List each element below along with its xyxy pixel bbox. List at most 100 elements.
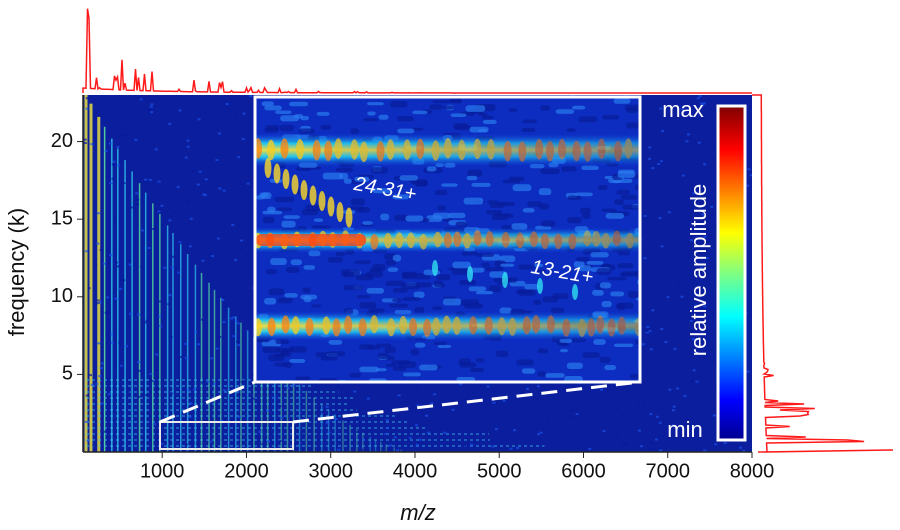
heat-speckle [681,125,685,128]
inset-speckle [378,114,389,120]
heat-speckle [415,443,419,446]
heat-speckle [147,109,151,112]
inset-speckle [500,263,515,267]
inset-speckle [283,215,300,219]
inset-speckle [522,208,535,213]
heat-speckle [446,382,450,385]
heat-speckle [136,203,140,206]
heat-speckle [112,160,116,163]
inset-speckle [541,220,556,227]
heat-speckle [273,396,277,399]
inset-speckle [355,273,374,281]
heat-speckle [104,311,108,314]
inset-speckle [610,291,625,297]
inset-blob [312,140,321,161]
inset-speckle [432,306,443,310]
heat-speckle [137,395,141,398]
inset-speckle [419,364,438,371]
heat-speckle [746,370,750,373]
inset-blob [403,139,412,160]
inset-speckle [456,376,476,382]
heat-speckle [160,442,164,445]
heat-speckle [196,183,200,186]
heat-speckle [102,262,106,265]
inset-speckle [524,283,539,290]
heat-speckle [96,242,100,245]
inset-speckle [578,265,592,272]
heat-speckle [95,382,99,385]
heat-speckle [184,156,188,159]
heat-speckle [746,184,750,187]
heat-speckle [160,204,164,207]
heat-speckle [302,433,306,436]
inset-speckle [390,100,408,108]
heat-speckle [270,433,274,436]
heat-speckle [197,343,201,346]
heat-speckle [168,294,172,297]
heat-speckle [120,235,124,238]
inset-speckle [335,252,346,257]
inset-speckle [434,189,448,196]
heat-speckle [310,400,314,403]
inset-blob [546,315,555,334]
inset-blob [324,140,333,162]
inset-speckle [604,364,617,371]
heat-speckle [685,140,689,143]
inset-blob [587,318,596,337]
inset-speckle [617,263,634,269]
heat-speckle [701,103,705,106]
inset-blob [267,139,276,161]
inset-hot [256,234,366,246]
inset-blob [502,272,508,288]
inset-speckle [389,303,409,308]
x-tick-label: 4000 [393,460,438,482]
inset-speckle [426,166,437,172]
heat-speckle [90,143,94,146]
inset-blob [322,316,331,335]
heat-speckle [666,422,670,425]
inset-speckle [377,352,389,360]
heat-speckle [178,109,182,112]
heat-speckle [658,216,662,219]
inset-speckle [433,280,443,288]
heat-speckle [134,138,138,141]
heat-speckle [109,182,113,185]
heat-speckle [136,198,140,201]
inset-speckle [343,178,352,184]
heat-speckle [130,206,134,209]
heat-speckle [121,279,125,282]
inset-speckle [372,188,392,194]
heat-speckle [99,248,103,251]
heat-speckle [133,312,137,315]
inset-speckle [298,128,315,134]
heat-speckle [96,302,100,305]
heat-speckle [347,388,351,391]
heat-speckle [691,338,695,341]
inset-speckle [545,373,565,378]
heat-speckle [98,375,102,378]
inset-speckle [601,208,617,212]
heat-speckle [710,214,714,217]
heat-speckle [244,254,248,257]
heat-speckle [145,394,149,397]
x-tick-label: 2000 [224,460,269,482]
heat-speckle [321,410,325,413]
inset-speckle [401,282,420,290]
inset-blob [318,191,326,211]
inset-speckle [533,263,544,267]
heat-speckle [204,266,208,269]
heat-speckle [652,221,656,224]
heat-speckle [237,224,241,227]
heat-speckle [494,428,498,431]
inset-speckle [410,348,420,356]
inset-speckle [385,363,397,367]
heat-speckle [696,97,700,100]
heat-speckle [96,299,100,302]
inset-blob [327,196,335,217]
heat-speckle [648,447,652,450]
heat-speckle [713,225,717,228]
inset-speckle [624,104,640,111]
heat-speckle [156,388,160,391]
heat-speckle [85,97,89,100]
